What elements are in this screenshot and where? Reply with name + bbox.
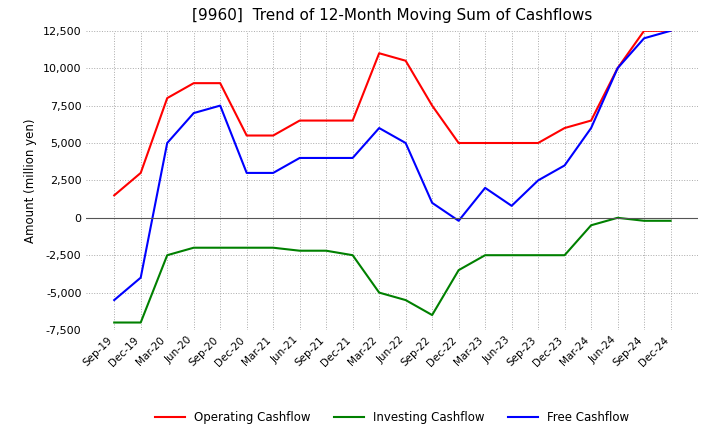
Operating Cashflow: [110, 193, 119, 198]
Operating Cashflow: [666, 28, 675, 33]
Free Cashflow: [401, 140, 410, 146]
Operating Cashflow: [163, 95, 171, 101]
Operating Cashflow: [428, 103, 436, 108]
Free Cashflow: [243, 170, 251, 176]
Free Cashflow: [534, 178, 542, 183]
Free Cashflow: [428, 200, 436, 205]
Investing Cashflow: [560, 253, 569, 258]
Free Cashflow: [454, 218, 463, 224]
Line: Operating Cashflow: Operating Cashflow: [114, 31, 670, 195]
Title: [9960]  Trend of 12-Month Moving Sum of Cashflows: [9960] Trend of 12-Month Moving Sum of C…: [192, 7, 593, 23]
Free Cashflow: [216, 103, 225, 108]
Operating Cashflow: [560, 125, 569, 131]
Operating Cashflow: [295, 118, 304, 123]
Investing Cashflow: [534, 253, 542, 258]
Free Cashflow: [640, 36, 649, 41]
Operating Cashflow: [534, 140, 542, 146]
Operating Cashflow: [243, 133, 251, 138]
Free Cashflow: [613, 66, 622, 71]
Investing Cashflow: [375, 290, 384, 295]
Operating Cashflow: [189, 81, 198, 86]
Operating Cashflow: [322, 118, 330, 123]
Investing Cashflow: [401, 297, 410, 303]
Free Cashflow: [189, 110, 198, 116]
Operating Cashflow: [454, 140, 463, 146]
Free Cashflow: [295, 155, 304, 161]
Legend: Operating Cashflow, Investing Cashflow, Free Cashflow: Operating Cashflow, Investing Cashflow, …: [150, 407, 634, 429]
Operating Cashflow: [136, 170, 145, 176]
Free Cashflow: [136, 275, 145, 280]
Investing Cashflow: [348, 253, 357, 258]
Investing Cashflow: [295, 248, 304, 253]
Operating Cashflow: [401, 58, 410, 63]
Investing Cashflow: [454, 268, 463, 273]
Operating Cashflow: [269, 133, 277, 138]
Line: Investing Cashflow: Investing Cashflow: [114, 218, 670, 323]
Operating Cashflow: [375, 51, 384, 56]
Operating Cashflow: [481, 140, 490, 146]
Investing Cashflow: [243, 245, 251, 250]
Operating Cashflow: [348, 118, 357, 123]
Investing Cashflow: [189, 245, 198, 250]
Investing Cashflow: [508, 253, 516, 258]
Operating Cashflow: [613, 66, 622, 71]
Investing Cashflow: [110, 320, 119, 325]
Investing Cashflow: [666, 218, 675, 224]
Investing Cashflow: [428, 312, 436, 318]
Free Cashflow: [481, 185, 490, 191]
Investing Cashflow: [269, 245, 277, 250]
Free Cashflow: [163, 140, 171, 146]
Investing Cashflow: [640, 218, 649, 224]
Investing Cashflow: [481, 253, 490, 258]
Free Cashflow: [348, 155, 357, 161]
Y-axis label: Amount (million yen): Amount (million yen): [24, 118, 37, 242]
Investing Cashflow: [163, 253, 171, 258]
Free Cashflow: [587, 125, 595, 131]
Free Cashflow: [269, 170, 277, 176]
Investing Cashflow: [322, 248, 330, 253]
Investing Cashflow: [216, 245, 225, 250]
Operating Cashflow: [587, 118, 595, 123]
Operating Cashflow: [640, 28, 649, 33]
Free Cashflow: [322, 155, 330, 161]
Investing Cashflow: [613, 215, 622, 220]
Line: Free Cashflow: Free Cashflow: [114, 31, 670, 300]
Free Cashflow: [508, 203, 516, 209]
Free Cashflow: [110, 297, 119, 303]
Operating Cashflow: [216, 81, 225, 86]
Free Cashflow: [560, 163, 569, 168]
Operating Cashflow: [508, 140, 516, 146]
Investing Cashflow: [136, 320, 145, 325]
Investing Cashflow: [587, 223, 595, 228]
Free Cashflow: [666, 28, 675, 33]
Free Cashflow: [375, 125, 384, 131]
